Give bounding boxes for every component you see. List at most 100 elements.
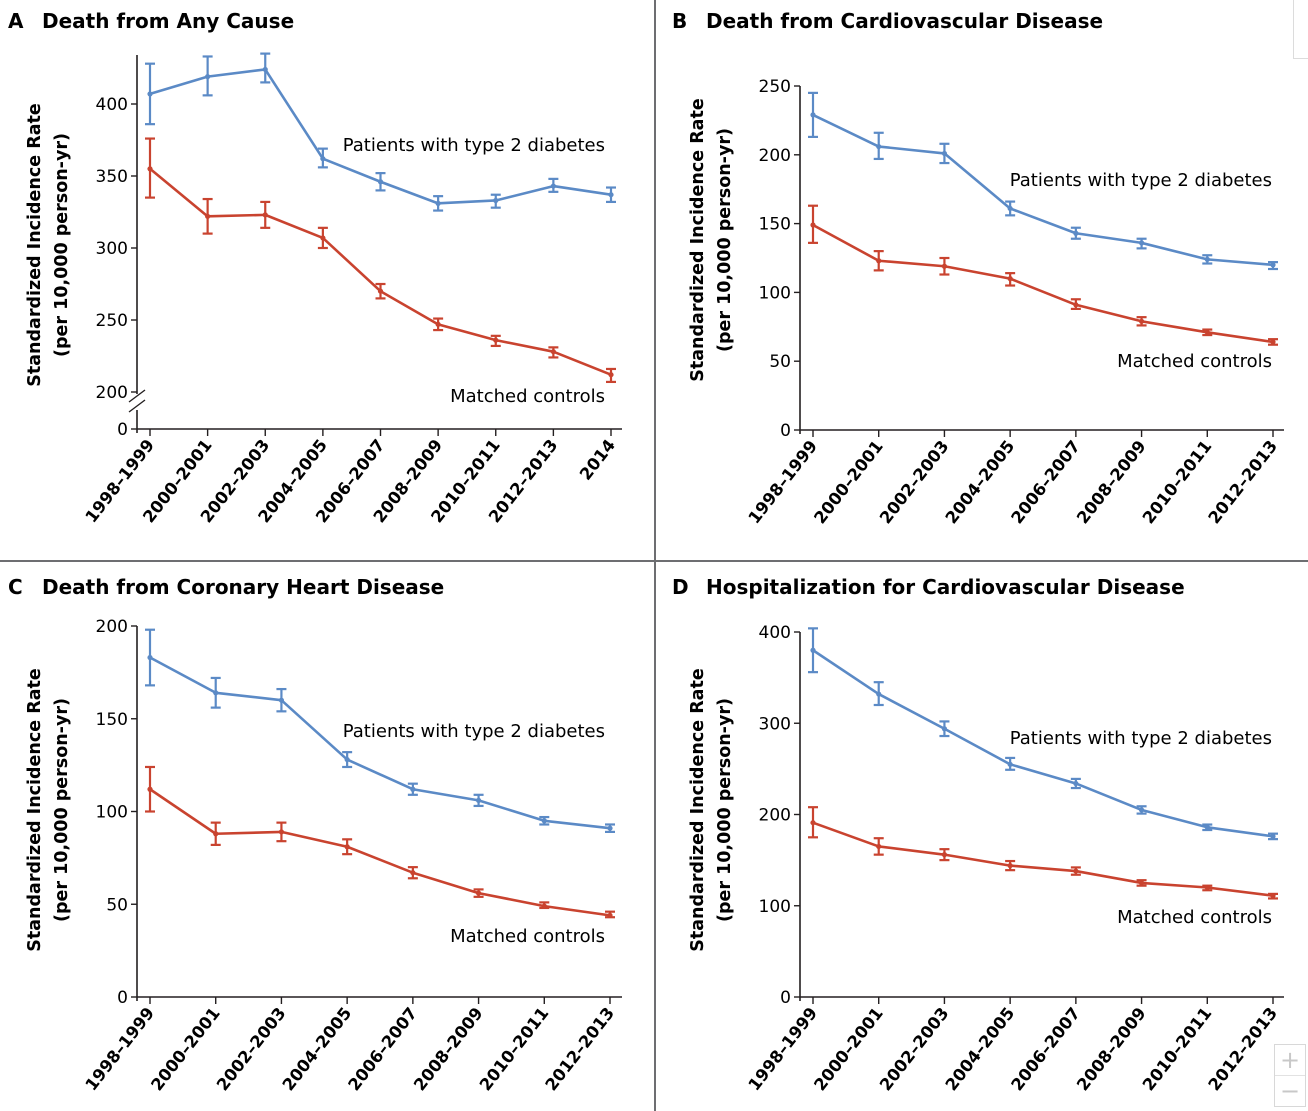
data-point xyxy=(941,263,948,269)
x-tick-label: 2010–2011 xyxy=(476,1004,553,1095)
panel-b: B Death from Cardiovascular Disease 0 50 100… xyxy=(672,9,1284,527)
y-tick-label: 250 xyxy=(96,311,128,331)
panel-letter: D xyxy=(672,575,689,599)
data-point xyxy=(1073,230,1079,236)
series-label-controls: Matched controls xyxy=(450,386,605,407)
x-tick-label: 2004–2005 xyxy=(942,1004,1019,1095)
y-tick-label: 0 xyxy=(780,421,791,441)
data-point xyxy=(550,183,556,189)
data-point xyxy=(1204,824,1210,830)
data-point xyxy=(876,843,882,850)
series-label-diabetes: Patients with type 2 diabetes xyxy=(343,721,605,742)
y-tick-label: 300 xyxy=(759,714,791,734)
zoom-controls: + − xyxy=(1274,1044,1306,1107)
x-tick-label: 2008–2009 xyxy=(1073,437,1150,528)
data-point xyxy=(278,829,285,835)
series-label-controls: Matched controls xyxy=(450,926,605,947)
y-axis-label-units: (per 10,000 person-yr) xyxy=(715,128,735,352)
y-tick-label: 50 xyxy=(106,895,128,915)
y-tick-label: 200 xyxy=(759,146,791,166)
series-diabetes xyxy=(808,91,1278,271)
x-tick-label: 2014 xyxy=(576,436,619,484)
data-point xyxy=(1204,884,1210,891)
series-controls xyxy=(145,137,616,384)
data-point xyxy=(1138,318,1145,324)
x-tick-label: 2002–2003 xyxy=(876,437,953,528)
data-point xyxy=(607,912,613,918)
axis-break-mark xyxy=(128,389,146,403)
data-point xyxy=(493,197,499,204)
series-line xyxy=(812,821,1274,898)
y-tick-label: 200 xyxy=(96,383,128,403)
data-point xyxy=(941,726,948,732)
x-tick-label: 1998–1999 xyxy=(82,1004,159,1095)
series-label-controls: Matched controls xyxy=(1117,351,1272,372)
corner-widget xyxy=(1293,0,1308,59)
data-point xyxy=(475,797,482,803)
x-tick-label: 2012–2013 xyxy=(1205,1004,1282,1095)
y-axis-label: Standardized Incidence Rate xyxy=(688,668,708,952)
data-point xyxy=(876,691,882,697)
data-point xyxy=(435,200,441,206)
data-point xyxy=(1204,256,1210,262)
series-controls xyxy=(808,204,1278,346)
data-point xyxy=(1073,868,1079,874)
x-tick-label: 1998–1999 xyxy=(745,437,822,528)
data-point xyxy=(435,321,441,327)
y-tick-label: 350 xyxy=(96,167,128,187)
panel-a: A Death from Any Cause0200250300350400199… xyxy=(8,9,622,526)
y-axis-label-units: (per 10,000 person-yr) xyxy=(715,698,735,922)
data-point xyxy=(377,179,384,185)
data-point xyxy=(1138,807,1145,813)
series-controls xyxy=(808,806,1278,900)
series-line xyxy=(812,223,1274,344)
series-line xyxy=(149,656,611,830)
data-point xyxy=(213,831,219,837)
data-point xyxy=(1270,339,1276,345)
y-tick-label: 150 xyxy=(759,215,791,235)
data-point xyxy=(876,143,882,150)
y-tick-label: 100 xyxy=(759,283,791,303)
zoom-in-button[interactable]: + xyxy=(1279,1046,1301,1074)
series-line xyxy=(149,167,612,376)
series-line xyxy=(812,113,1274,267)
zoom-out-button[interactable]: − xyxy=(1275,1075,1305,1106)
x-tick-label: 2004–2005 xyxy=(279,1004,356,1095)
y-tick-label: 50 xyxy=(769,352,791,372)
data-point xyxy=(1204,329,1210,335)
y-tick-label: 250 xyxy=(759,77,791,97)
series-label-controls: Matched controls xyxy=(1117,907,1272,928)
y-tick-label: 0 xyxy=(780,988,791,1008)
data-point xyxy=(475,890,482,896)
data-point xyxy=(410,870,416,876)
y-tick-label: 400 xyxy=(759,623,791,643)
data-point xyxy=(810,820,816,826)
x-tick-label: 2004–2005 xyxy=(942,437,1019,528)
data-point xyxy=(410,786,416,792)
y-tick-label: 0 xyxy=(117,420,128,440)
x-tick-label: 2002–2003 xyxy=(876,1004,953,1095)
x-tick-label: 2006–2007 xyxy=(1007,437,1084,528)
data-point xyxy=(147,654,153,661)
panel-c: C Death from Coronary Heart Disease 0 50 100… xyxy=(8,575,622,1094)
y-axis-label-units: (per 10,000 person-yr) xyxy=(52,698,72,922)
x-tick-label: 2010–2011 xyxy=(1139,1004,1216,1095)
data-point xyxy=(1138,880,1145,886)
data-point xyxy=(147,786,153,792)
y-tick-label: 300 xyxy=(96,239,128,259)
panel-title: Death from Cardiovascular Disease xyxy=(706,9,1103,33)
y-tick-label: 400 xyxy=(96,95,128,115)
data-point xyxy=(541,818,547,824)
data-point xyxy=(941,852,948,858)
series-controls xyxy=(145,765,615,919)
data-point xyxy=(1007,205,1013,212)
data-point xyxy=(278,697,285,703)
data-point xyxy=(941,150,948,157)
data-point xyxy=(1270,833,1276,840)
panel-letter: A xyxy=(8,9,24,33)
data-point xyxy=(147,166,153,172)
data-point xyxy=(262,212,268,218)
y-axis-label-units: (per 10,000 person-yr) xyxy=(52,133,72,357)
data-point xyxy=(262,66,268,73)
data-point xyxy=(608,372,614,378)
